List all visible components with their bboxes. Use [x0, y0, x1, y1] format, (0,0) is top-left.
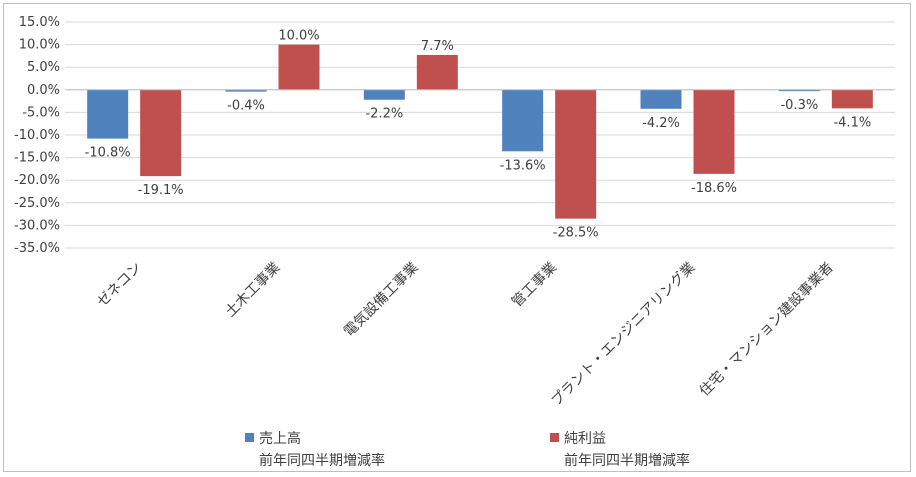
bar	[640, 89, 682, 109]
bar	[363, 89, 405, 100]
y-tick-label: -30.0%	[14, 218, 60, 233]
bar	[778, 89, 820, 92]
y-tick-label: -5.0%	[22, 105, 60, 120]
data-label: -18.6%	[691, 181, 737, 196]
category-label: 土木工事業	[223, 260, 284, 321]
bar	[502, 89, 544, 152]
y-tick-label: -25.0%	[14, 196, 60, 211]
category-label: 住宅・マンション建設事業者	[697, 260, 837, 400]
y-tick-label: -15.0%	[14, 151, 60, 166]
bar	[278, 44, 320, 90]
data-label: -0.4%	[227, 99, 265, 114]
data-label: -28.5%	[553, 226, 599, 241]
legend-label: 純利益	[564, 431, 606, 447]
data-label: 7.7%	[421, 39, 454, 54]
y-tick-label: -10.0%	[14, 128, 60, 143]
bar	[693, 89, 735, 174]
data-label: -13.6%	[500, 158, 546, 173]
bar	[225, 89, 267, 92]
category-label: ゼネコン	[94, 260, 145, 311]
bar	[555, 89, 597, 219]
data-label: -4.1%	[833, 115, 871, 130]
legend-label-sub: 前年同四半期増減率	[564, 452, 690, 469]
legend-swatch	[550, 433, 559, 442]
category-label: 管工事業	[509, 260, 560, 311]
y-tick-label: 10.0%	[19, 38, 60, 53]
data-label: -0.3%	[780, 98, 818, 113]
y-tick-label: 5.0%	[27, 60, 60, 75]
legend-label-sub: 前年同四半期増減率	[259, 452, 385, 469]
category-label: 電気設備工事業	[341, 260, 422, 341]
bar	[87, 89, 129, 139]
bar	[416, 54, 458, 90]
legend-swatch	[245, 433, 254, 442]
legend-label: 売上高	[259, 430, 301, 447]
data-label: -2.2%	[365, 107, 403, 122]
bar	[831, 89, 873, 109]
data-label: -4.2%	[642, 116, 680, 131]
y-tick-label: 0.0%	[27, 83, 60, 98]
data-label: -19.1%	[138, 183, 184, 198]
data-label: 10.0%	[278, 29, 319, 44]
category-label: プラント・エンジニアリング業	[548, 260, 698, 410]
bar	[140, 89, 182, 177]
y-tick-label: -20.0%	[14, 173, 60, 188]
data-label: -10.8%	[85, 146, 131, 161]
y-tick-label: 15.0%	[19, 15, 60, 30]
y-tick-label: -35.0%	[14, 241, 60, 256]
